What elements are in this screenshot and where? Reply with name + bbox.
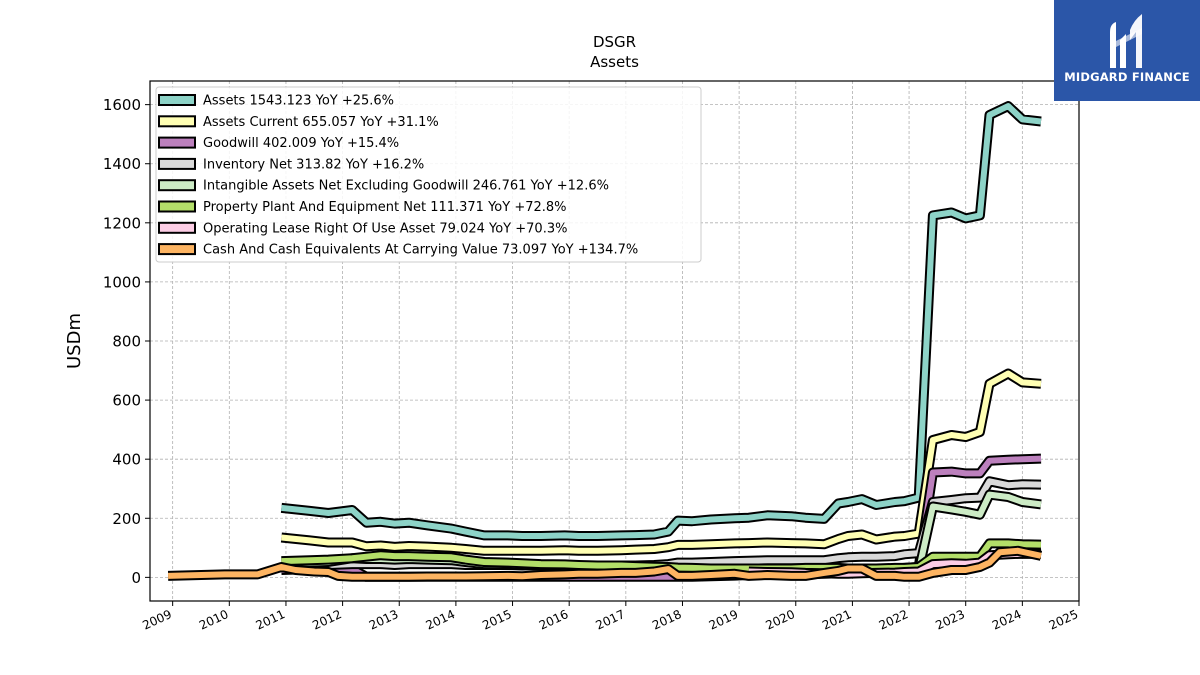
legend-swatch <box>158 157 196 170</box>
legend-swatch <box>158 115 196 128</box>
x-tick-label: 2012 <box>310 607 344 633</box>
legend: Assets 1543.123 YoY +25.6% Assets Current… <box>155 86 702 263</box>
legend-label: Operating Lease Right Of Use Asset 79.02… <box>203 221 567 236</box>
x-tick-label: 2019 <box>707 607 741 633</box>
legend-swatch <box>158 221 196 234</box>
series-line <box>280 101 1042 541</box>
legend-swatch <box>158 200 196 213</box>
brand-logo: MIDGARD FINANCE <box>1054 0 1200 101</box>
legend-item: Intangible Assets Net Excluding Goodwill… <box>158 179 609 194</box>
x-axis: 2009 2010 2011 2012 2013 2014 2015 2016 2017 2018… <box>140 601 1080 633</box>
y-tick-label: 1400 <box>103 155 141 173</box>
legend-item: Operating Lease Right Of Use Asset 79.02… <box>158 221 567 236</box>
legend-label: Goodwill 402.009 YoY +15.4% <box>203 136 399 151</box>
x-tick-label: 2011 <box>254 607 288 633</box>
y-tick-label: 1200 <box>103 214 141 232</box>
x-tick-label: 2016 <box>537 607 571 633</box>
legend-item: Property Plant And Equipment Net 111.371… <box>158 200 567 215</box>
legend-item: Goodwill 402.009 YoY +15.4% <box>158 136 399 151</box>
chart-subtitle: Assets <box>590 53 639 71</box>
x-tick-label: 2020 <box>763 607 797 633</box>
legend-item: Assets 1543.123 YoY +25.6% <box>158 94 394 109</box>
y-axis-label: USDm <box>64 313 85 369</box>
y-axis: 0 200 400 600 800 1000 1200 1400 1600 <box>103 96 150 587</box>
legend-swatch <box>158 94 196 106</box>
series-line <box>167 545 1043 582</box>
legend-item: Assets Current 655.057 YoY +31.1% <box>158 115 439 130</box>
series-line-fill <box>281 540 1042 572</box>
legend-item: Inventory Net 313.82 YoY +16.2% <box>158 157 424 172</box>
midgard-m-logo-icon <box>1110 14 1142 68</box>
y-tick-label: 400 <box>112 451 141 469</box>
legend-label: Assets Current 655.057 YoY +31.1% <box>203 115 439 130</box>
y-tick-label: 200 <box>112 510 141 528</box>
legend-swatch <box>158 136 196 149</box>
legend-label: Property Plant And Equipment Net 111.371… <box>203 200 567 215</box>
legend-box <box>155 86 702 263</box>
x-tick-label: 2018 <box>650 607 684 633</box>
y-tick-label: 800 <box>112 333 141 351</box>
legend-item: Cash And Cash Equivalents At Carrying Va… <box>158 243 638 258</box>
legend-label: Inventory Net 313.82 YoY +16.2% <box>203 157 424 172</box>
legend-label: Assets 1543.123 YoY +25.6% <box>203 94 394 109</box>
x-tick-label: 2009 <box>140 607 174 633</box>
x-tick-label: 2021 <box>820 607 854 633</box>
x-tick-label: 2014 <box>424 607 458 633</box>
series-line <box>281 538 1042 574</box>
x-tick-label: 2017 <box>593 607 627 633</box>
x-tick-label: 2013 <box>367 607 401 633</box>
x-tick-label: 2022 <box>877 607 911 633</box>
x-tick-label: 2015 <box>480 607 514 633</box>
chart-title: DSGR <box>593 33 636 51</box>
series-line-fill <box>168 547 1042 580</box>
legend-swatch <box>158 243 196 256</box>
y-tick-label: 0 <box>131 569 141 587</box>
x-tick-label: 2023 <box>933 607 967 633</box>
y-tick-label: 600 <box>112 392 141 410</box>
series-line-fill <box>281 103 1042 539</box>
y-tick-label: 1000 <box>103 273 141 291</box>
series-layer <box>167 101 1043 582</box>
x-tick-label: 2025 <box>1047 607 1081 633</box>
brand-name: MIDGARD FINANCE <box>1064 70 1190 84</box>
y-tick-label: 1600 <box>103 96 141 114</box>
x-tick-label: 2010 <box>197 607 231 633</box>
legend-swatch <box>158 179 196 192</box>
legend-label: Cash And Cash Equivalents At Carrying Va… <box>203 243 638 258</box>
x-tick-label: 2024 <box>990 607 1024 633</box>
legend-label: Intangible Assets Net Excluding Goodwill… <box>203 179 609 194</box>
